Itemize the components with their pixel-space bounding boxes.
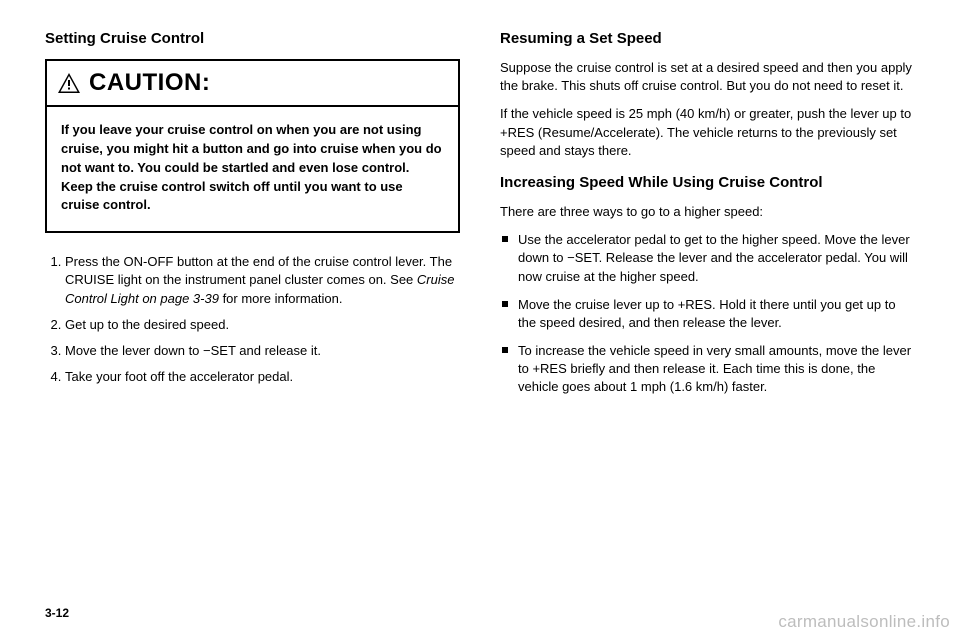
- caution-label: CAUTION:: [89, 69, 210, 97]
- bullet-2: Move the cruise lever up to +RES. Hold i…: [518, 296, 915, 332]
- step-1-text-c: for more information.: [219, 291, 343, 306]
- heading-setting-cruise: Setting Cruise Control: [45, 30, 460, 47]
- caution-body-text: If you leave your cruise control on when…: [47, 107, 458, 231]
- step-1: Press the ON-OFF button at the end of th…: [65, 253, 460, 308]
- caution-header: CAUTION:: [47, 61, 458, 107]
- step-4: Take your foot off the accelerator pedal…: [65, 368, 460, 386]
- warning-triangle-icon: [57, 71, 81, 95]
- step-2: Get up to the desired speed.: [65, 316, 460, 334]
- heading-resuming: Resuming a Set Speed: [500, 30, 915, 47]
- step-3: Move the lever down to −SET and release …: [65, 342, 460, 360]
- page-number: 3-12: [45, 606, 69, 620]
- watermark-text: carmanualsonline.info: [778, 612, 950, 632]
- increasing-intro: There are three ways to go to a higher s…: [500, 203, 915, 221]
- right-column: Resuming a Set Speed Suppose the cruise …: [500, 30, 915, 407]
- setting-steps-list: Press the ON-OFF button at the end of th…: [45, 253, 460, 386]
- bullet-3: To increase the vehicle speed in very sm…: [518, 342, 915, 397]
- bullet-1: Use the accelerator pedal to get to the …: [518, 231, 915, 286]
- step-1-text-a: Press the ON-OFF button at the end of th…: [65, 254, 452, 287]
- resuming-p2: If the vehicle speed is 25 mph (40 km/h)…: [500, 105, 915, 160]
- increasing-bullets: Use the accelerator pedal to get to the …: [500, 231, 915, 397]
- caution-box: CAUTION: If you leave your cruise contro…: [45, 59, 460, 233]
- left-column: Setting Cruise Control CAUTION: If you l…: [45, 30, 460, 407]
- resuming-p1: Suppose the cruise control is set at a d…: [500, 59, 915, 95]
- heading-increasing: Increasing Speed While Using Cruise Cont…: [500, 174, 915, 191]
- content-columns: Setting Cruise Control CAUTION: If you l…: [45, 30, 915, 407]
